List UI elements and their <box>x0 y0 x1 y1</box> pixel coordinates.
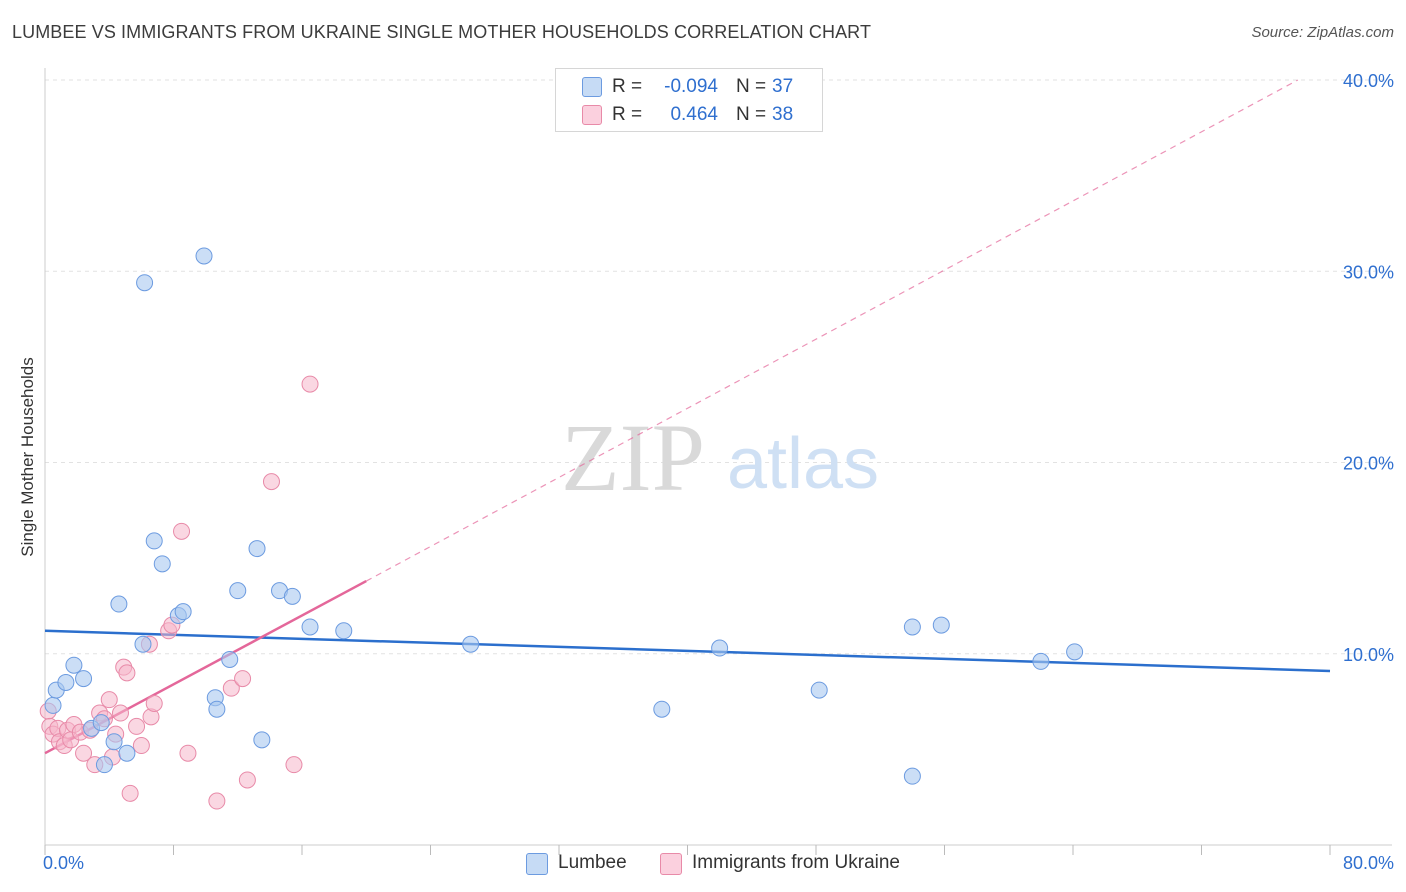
lumbee-point <box>118 744 136 762</box>
lumbee-point <box>810 681 828 699</box>
lumbee-point <box>208 700 226 718</box>
lumbee-point <box>462 635 480 653</box>
lumbee-point <box>903 618 921 636</box>
ukraine-point <box>238 771 256 789</box>
x-tick-label: 0.0% <box>43 853 84 873</box>
x-tick-label: 80.0% <box>1343 853 1394 873</box>
ukraine-point <box>100 691 118 709</box>
ukraine-point <box>145 694 163 712</box>
ukraine-point <box>208 792 226 810</box>
lumbee-point <box>1032 652 1050 670</box>
r-value: 0.464 <box>670 104 718 125</box>
ukraine-point <box>118 664 136 682</box>
source-label: Source: ZipAtlas.com <box>1251 24 1394 41</box>
lumbee-point <box>195 247 213 265</box>
lumbee-point <box>92 714 110 732</box>
tick-labels: 10.0% 20.0% 30.0% 40.0% 0.0% 80.0% <box>43 71 1394 873</box>
y-tick-label: 30.0% <box>1343 262 1394 282</box>
ukraine-point <box>179 744 197 762</box>
lumbee-point <box>221 650 239 668</box>
ukraine-point <box>301 375 319 393</box>
n-label: N = <box>736 76 767 97</box>
lumbee-point <box>229 582 247 600</box>
lumbee-point <box>145 532 163 550</box>
y-tick-label: 20.0% <box>1343 454 1394 474</box>
lumbee-point <box>44 696 62 714</box>
gridlines <box>45 79 1392 655</box>
r-label: R = <box>612 104 643 125</box>
ukraine-point <box>234 670 252 688</box>
lumbee-points <box>44 247 1084 785</box>
ukraine-point <box>111 704 129 722</box>
ukraine-swatch <box>582 105 602 125</box>
legend-label: Lumbee <box>558 852 627 873</box>
ukraine-point <box>222 679 240 697</box>
lumbee-point <box>301 618 319 636</box>
n-label: N = <box>736 104 767 125</box>
lumbee-swatch <box>526 853 548 875</box>
r-label: R = <box>612 76 643 97</box>
n-value: 37 <box>772 76 794 97</box>
lumbee-point <box>903 767 921 785</box>
lumbee-point <box>283 587 301 605</box>
lumbee-point <box>711 639 729 657</box>
axes <box>44 68 1392 855</box>
ukraine-point <box>132 737 150 755</box>
lumbee-point <box>248 540 266 558</box>
y-tick-label: 40.0% <box>1343 71 1394 91</box>
lumbee-point <box>174 603 192 621</box>
lumbee-point <box>110 595 128 613</box>
lumbee-point <box>932 616 950 634</box>
ukraine-point <box>173 522 191 540</box>
series-legend: Lumbee Immigrants from Ukraine <box>0 852 1406 876</box>
lumbee-point <box>653 700 671 718</box>
lumbee-point <box>105 733 123 751</box>
ukraine-point <box>75 744 93 762</box>
lumbee-point <box>1066 643 1084 661</box>
y-axis-label: Single Mother Households <box>18 357 37 557</box>
ukraine-point <box>262 473 280 491</box>
ukraine-swatch <box>660 853 682 875</box>
n-value: 38 <box>772 104 794 125</box>
watermark: ZIP atlas <box>561 404 879 511</box>
legend-label: Immigrants from Ukraine <box>692 852 900 873</box>
watermark-atlas: atlas <box>727 424 879 504</box>
lumbee-point <box>136 274 154 292</box>
ukraine-trend-extension <box>365 79 1299 582</box>
correlation-legend: R = -0.094 N = 37 R = 0.464 N = 38 <box>555 68 823 132</box>
ukraine-point <box>128 717 146 735</box>
lumbee-point <box>134 635 152 653</box>
lumbee-point <box>57 673 75 691</box>
lumbee-swatch <box>582 77 602 97</box>
chart-title: LUMBEE VS IMMIGRANTS FROM UKRAINE SINGLE… <box>12 22 872 42</box>
lumbee-point <box>65 656 83 674</box>
ukraine-point <box>121 784 139 802</box>
lumbee-point <box>253 731 271 749</box>
watermark-zip: ZIP <box>561 404 705 511</box>
lumbee-point <box>75 670 93 688</box>
lumbee-point <box>95 756 113 774</box>
ukraine-point <box>285 756 303 774</box>
r-value: -0.094 <box>664 76 718 97</box>
lumbee-point <box>335 622 353 640</box>
lumbee-point <box>153 555 171 573</box>
y-tick-label: 10.0% <box>1343 645 1394 665</box>
